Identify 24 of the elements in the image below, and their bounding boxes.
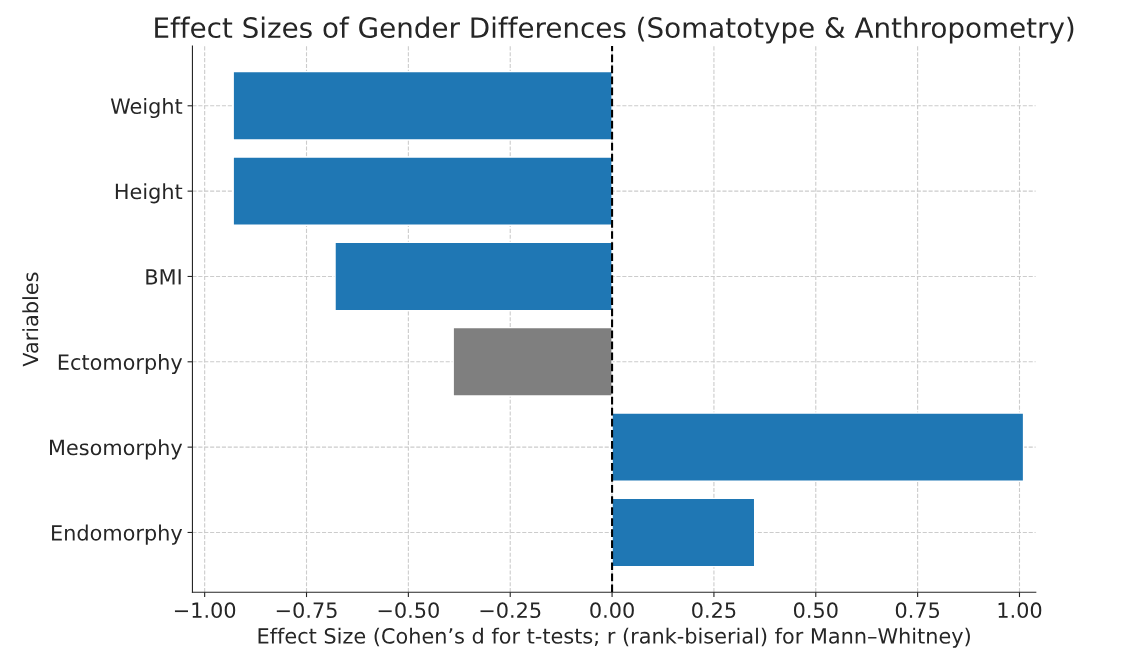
bar [232,70,613,141]
x-tick-label: 0.00 [590,602,634,619]
x-tick-label: 0.75 [895,602,940,619]
y-tick-label: Mesomorphy [50,439,183,460]
bar [232,156,613,226]
y-tick-label: Height [115,183,183,204]
x-axis-title: Effect Size (Cohen’s d for t-tests; r (rank-biserial) for Mann–Whitney) [258,627,970,648]
chart-title: Effect Sizes of Gender Differences (Somatotype & Anthropometry) [155,16,1074,44]
y-tick-label: Ectomorphy [58,353,183,375]
x-tick-label: −0.75 [276,602,337,619]
bar [611,412,1025,482]
x-tick-label: −0.50 [378,602,439,619]
y-tick-label: Endomorphy [52,524,183,545]
x-tick-label: 0.25 [692,602,736,619]
y-tick-label: Weight [110,97,183,119]
x-tick-label: 0.50 [793,602,838,619]
x-tick-label: −1.00 [174,602,236,619]
bar [611,497,756,568]
bar [334,241,613,312]
x-tick-label: −0.25 [480,602,541,619]
y-axis-title: Variables [22,272,39,367]
x-tick-label: 1.00 [998,602,1042,619]
y-tick-label: BMI [146,269,181,285]
bar [452,326,613,397]
